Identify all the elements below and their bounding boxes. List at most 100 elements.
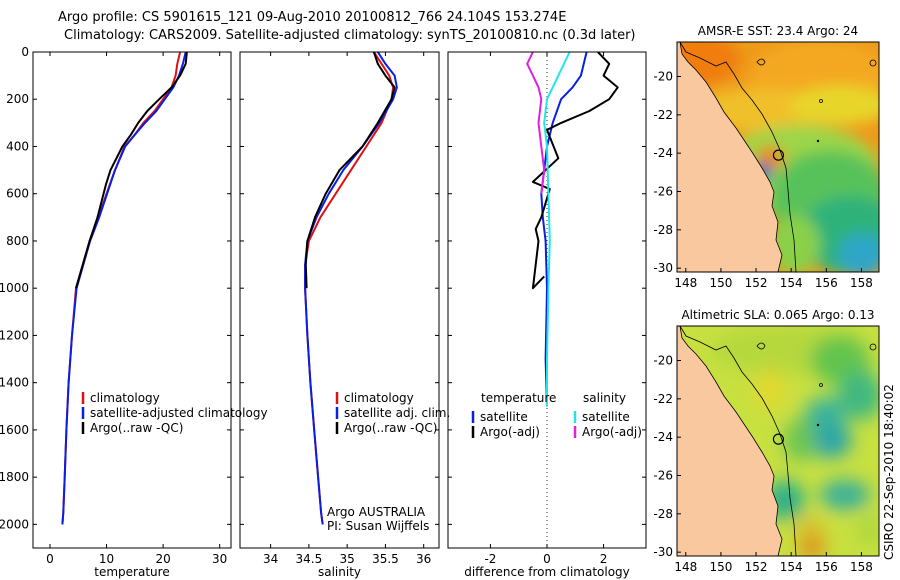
sla_map-ytick-label: -28 xyxy=(653,507,673,521)
temperature-ytick-label: 2000 xyxy=(0,517,29,531)
sla_map-xtick-label: 154 xyxy=(780,560,803,574)
temperature-ytick-label: 1200 xyxy=(0,328,29,342)
sla_map-ytick-label: -22 xyxy=(653,392,673,406)
temperature-ytick-label: 800 xyxy=(6,234,29,248)
salinity-series-line-2 xyxy=(304,52,396,289)
salinity-legend-label: climatology xyxy=(344,391,414,405)
sst_map-ytick-label: -24 xyxy=(653,146,673,160)
sla_map-xtick-label: 156 xyxy=(815,560,838,574)
sst_map-ytick-label: -20 xyxy=(653,70,673,84)
temperature-xtick-label: 0 xyxy=(46,552,54,566)
sla_map-ytick-label: -20 xyxy=(653,354,673,368)
salinity-annotation: Argo AUSTRALIA xyxy=(327,505,426,519)
difference-xtick-label: 2 xyxy=(600,552,608,566)
temperature-xlabel: temperature xyxy=(94,565,169,579)
temperature-ytick-label: 0 xyxy=(21,45,29,59)
sla_map-ytick-label: -24 xyxy=(653,430,673,444)
figure-title-line1: Argo profile: CS 5901615_121 09-Aug-2010… xyxy=(58,10,567,25)
sst_map-xtick-label: 148 xyxy=(674,276,697,290)
temperature-series-line-2 xyxy=(75,52,188,289)
difference-legend-header: temperature xyxy=(481,391,556,405)
salinity-panel: 34 34.5 35 35.5 36 salinity climatologysatelli… xyxy=(239,51,450,579)
salinity-annotation: PI: Susan Wijffels xyxy=(327,519,429,533)
difference-series-line-2 xyxy=(543,52,571,407)
difference-series xyxy=(526,52,619,407)
sla_map-ytick-label: -30 xyxy=(653,545,673,559)
salinity-series-line-1 xyxy=(304,52,398,525)
sla-map-isobath xyxy=(679,326,797,556)
temperature-ytick-label: 200 xyxy=(6,92,29,106)
sla-map-argo-marker xyxy=(772,433,785,445)
difference-legend-label: satellite xyxy=(582,410,630,424)
temperature-frame xyxy=(32,51,232,549)
difference-xtick-label: 0 xyxy=(543,552,551,566)
sla_map-ytick-label: -26 xyxy=(653,469,673,483)
temperature-xtick-label: 20 xyxy=(155,552,170,566)
sst_map-xtick-label: 154 xyxy=(780,276,803,290)
sla_map-xtick-label: 150 xyxy=(709,560,732,574)
temperature-legend-label: Argo(..raw -QC) xyxy=(90,421,183,435)
salinity-legend-label: Argo(..raw -QC) xyxy=(344,421,437,435)
sla-map-land xyxy=(677,326,783,556)
temperature-ytick-label: 1600 xyxy=(0,423,29,437)
timestamp-stamp: CSIRO 22-Sep-2010 18:40:02 xyxy=(882,384,896,560)
difference-legend-label: Argo(-adj) xyxy=(480,425,540,439)
sla_map-xtick-label: 152 xyxy=(745,560,768,574)
difference-legend-label: Argo(-adj) xyxy=(582,425,642,439)
difference-series-line-1 xyxy=(531,52,619,290)
sst_map-xtick-label: 152 xyxy=(745,276,768,290)
sst-map-reef xyxy=(756,58,766,66)
sst-map-axes: AMSR-E SST: 23.4 Argo: 24 148 150 152 154 156… xyxy=(653,24,872,290)
temperature-legend-label: satellite-adjusted climatology xyxy=(90,406,268,420)
temperature-ytick-label: 600 xyxy=(6,187,29,201)
figure-title-line2: Climatology: CARS2009. Satellite-adjuste… xyxy=(64,28,636,43)
sla-map-field xyxy=(677,326,879,556)
sla-map: Altimetric SLA: 0.065 Argo: 0.13 148 150 15… xyxy=(653,308,880,574)
sla_map-xtick-label: 158 xyxy=(850,560,873,574)
sst-map-field xyxy=(677,42,879,272)
salinity-series xyxy=(304,52,398,525)
temperature-ytick-label: 1800 xyxy=(0,470,29,484)
sla-map-frame xyxy=(676,325,880,557)
salinity-xtick-label: 36 xyxy=(416,552,431,566)
temperature-ytick-label: 1400 xyxy=(0,376,29,390)
sla-map-axes: Altimetric SLA: 0.065 Argo: 0.13 148 150 15… xyxy=(653,308,874,574)
difference-xtick-label: -2 xyxy=(484,552,496,566)
salinity-xtick-label: 34 xyxy=(263,552,278,566)
sst-map: AMSR-E SST: 23.4 Argo: 24 148 150 152 154 156… xyxy=(653,24,880,290)
salinity-xtick-label: 35 xyxy=(340,552,355,566)
temperature-series-line-1 xyxy=(61,52,187,525)
sst-map-argo-marker xyxy=(772,149,785,161)
sst_map-ytick-label: -30 xyxy=(653,261,673,275)
sst_map-xtick-label: 156 xyxy=(815,276,838,290)
sst_map-ytick-label: -28 xyxy=(653,223,673,237)
difference-legend-label: satellite xyxy=(480,410,528,424)
salinity-xtick-label: 34.5 xyxy=(296,552,323,566)
sst_map-ytick-label: -22 xyxy=(653,108,673,122)
temperature-legend-label: climatology xyxy=(90,391,160,405)
sla_map-xtick-label: 148 xyxy=(674,560,697,574)
salinity-frame xyxy=(239,51,440,549)
temperature-ytick-label: 400 xyxy=(6,139,29,153)
difference-xlabel: difference from climatology xyxy=(464,565,630,579)
sst_map-title: AMSR-E SST: 23.4 Argo: 24 xyxy=(698,24,858,38)
salinity-xtick-label: 35.5 xyxy=(372,552,399,566)
salinity-xlabel: salinity xyxy=(318,565,361,579)
sst_map-xtick-label: 150 xyxy=(709,276,732,290)
salinity-legend-label: satellite adj. clim. xyxy=(344,406,450,420)
temperature-panel: 0 10 20 30 0 200 400 600 800 1000 1200 1400 1600 1800… xyxy=(0,45,268,579)
sst-map-isobath xyxy=(679,42,797,272)
difference-series-line-3 xyxy=(526,52,546,194)
temperature-xtick-label: 30 xyxy=(212,552,227,566)
sst-map-frame xyxy=(676,41,880,273)
temperature-series xyxy=(61,52,188,525)
difference-legend-header: salinity xyxy=(583,391,626,405)
temperature-xtick-label: 10 xyxy=(99,552,114,566)
sst_map-xtick-label: 158 xyxy=(850,276,873,290)
sla_map-title: Altimetric SLA: 0.065 Argo: 0.13 xyxy=(681,308,874,322)
sst_map-ytick-label: -26 xyxy=(653,185,673,199)
temperature-series-line-0 xyxy=(61,52,182,525)
temperature-ytick-label: 1000 xyxy=(0,281,29,295)
